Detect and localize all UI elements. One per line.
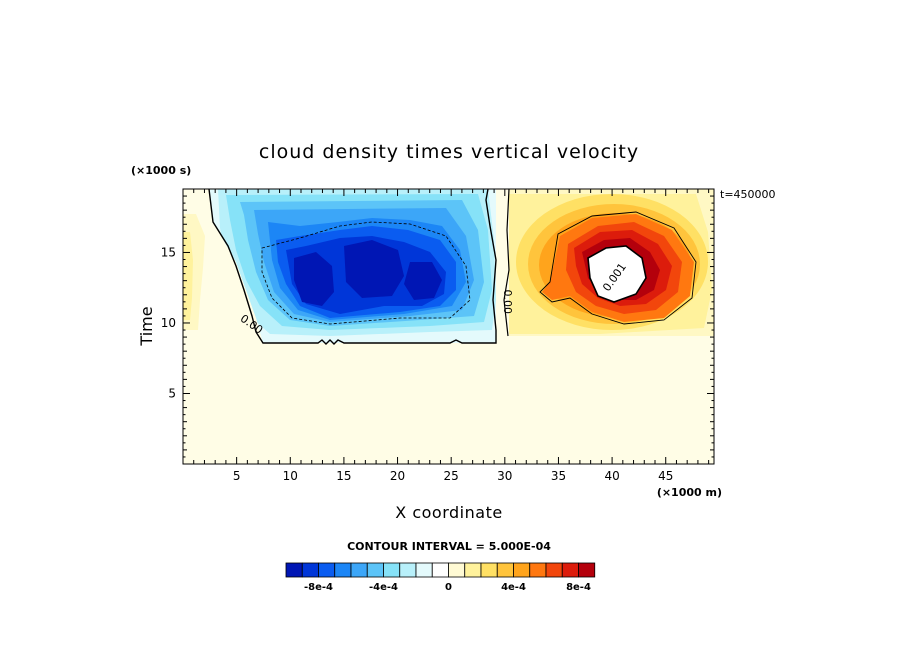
legend-tick-label: 0 xyxy=(445,582,452,593)
legend-swatch xyxy=(318,562,336,578)
x-unit-label: (×1000 m) xyxy=(657,486,722,499)
y-tick-label: 10 xyxy=(161,316,176,330)
time-stamp: t=450000 xyxy=(720,188,776,201)
x-tick-label: 20 xyxy=(390,469,405,483)
x-tick-label: 15 xyxy=(336,469,351,483)
legend-swatch xyxy=(350,562,368,578)
y-axis-label: Time xyxy=(137,306,156,346)
legend-tick-label: 4e-4 xyxy=(501,582,526,593)
legend-swatch xyxy=(415,562,433,578)
legend-swatch xyxy=(334,562,352,578)
legend-swatch xyxy=(366,562,384,578)
zero-contour-left xyxy=(208,189,497,345)
x-tick-label: 5 xyxy=(233,469,241,483)
contour-interval-text: CONTOUR INTERVAL = 5.000E-04 xyxy=(347,540,551,553)
legend-swatch xyxy=(545,562,563,578)
legend-swatch xyxy=(561,562,579,578)
chart-title: cloud density times vertical velocity xyxy=(259,141,639,163)
x-tick-label: 25 xyxy=(444,469,459,483)
tick-marks xyxy=(183,189,714,464)
positive-region xyxy=(509,189,714,336)
x-tick-labels: 5 10 15 20 25 30 35 40 45 xyxy=(233,469,674,483)
legend-swatch xyxy=(448,562,466,578)
contour-label: 0.00 xyxy=(501,290,514,315)
plot-frame xyxy=(182,188,715,465)
legend-tick-label: 8e-4 xyxy=(566,582,591,593)
legend-swatch xyxy=(496,562,514,578)
x-tick-label: 35 xyxy=(551,469,566,483)
x-tick-label: 45 xyxy=(658,469,673,483)
x-tick-label: 40 xyxy=(604,469,619,483)
color-legend xyxy=(285,562,596,578)
legend-tick-label: -4e-4 xyxy=(369,582,398,593)
legend-swatch xyxy=(285,562,303,578)
legend-swatch xyxy=(578,562,596,578)
y-tick-labels: 5 10 15 xyxy=(161,245,176,400)
legend-labels: -8e-4 -4e-4 0 4e-4 8e-4 xyxy=(304,582,591,593)
plot-area xyxy=(183,189,714,464)
left-edge-positive-region xyxy=(183,214,205,330)
zero-contour-right xyxy=(503,189,510,337)
legend-swatch xyxy=(399,562,417,578)
legend-swatch xyxy=(513,562,531,578)
positive-core xyxy=(588,246,646,302)
legend-swatch xyxy=(529,562,547,578)
legend-swatch xyxy=(480,562,498,578)
legend-swatch xyxy=(383,562,401,578)
legend-tick-label: -8e-4 xyxy=(304,582,333,593)
x-axis-label: X coordinate xyxy=(395,503,502,522)
y-tick-label: 15 xyxy=(161,245,176,259)
legend-swatch xyxy=(301,562,319,578)
x-tick-label: 10 xyxy=(283,469,298,483)
x-tick-label: 30 xyxy=(497,469,512,483)
negative-region xyxy=(209,189,496,343)
y-tick-label: 5 xyxy=(168,386,176,400)
legend-swatch xyxy=(431,562,449,578)
y-unit-label: (×1000 s) xyxy=(131,164,191,177)
legend-swatch xyxy=(464,562,482,578)
